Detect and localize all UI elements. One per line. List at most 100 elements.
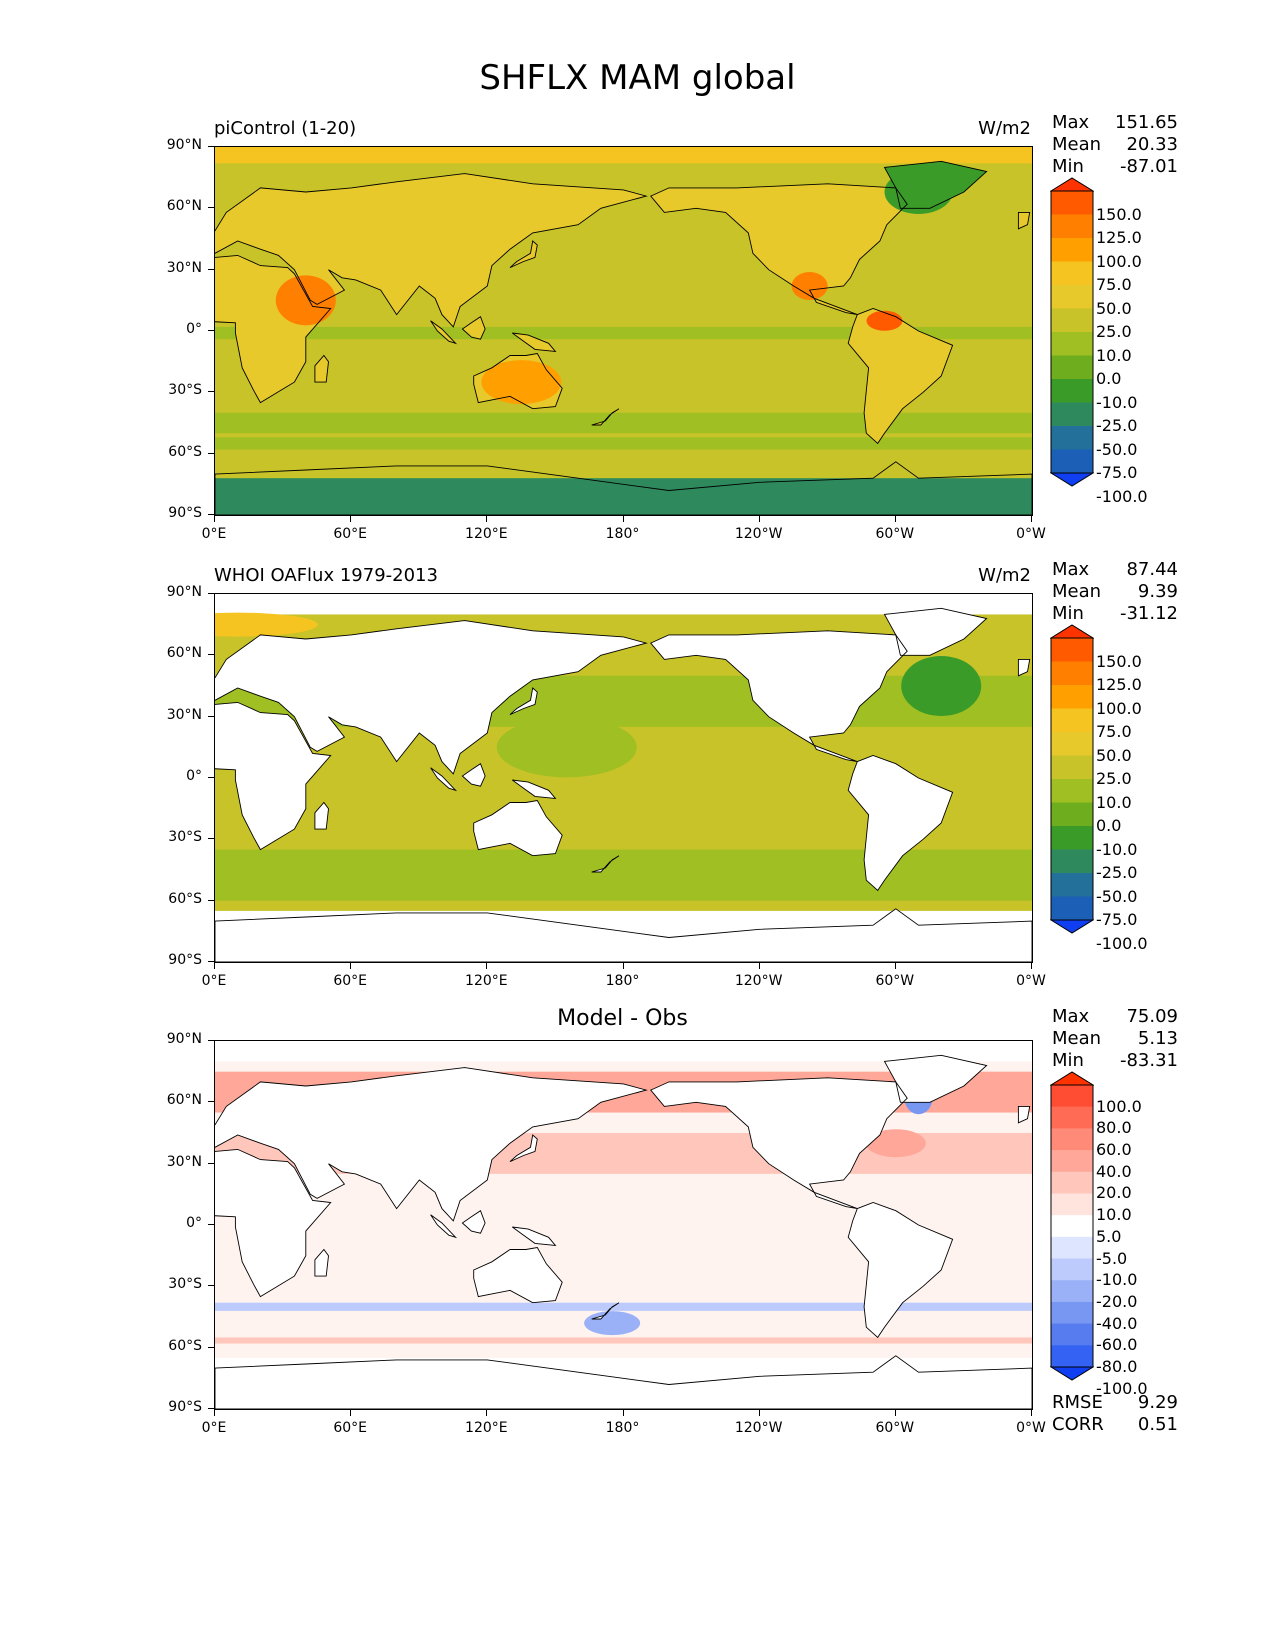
lat-tick-mark	[208, 1285, 214, 1287]
stat-value-min: -31.12	[1119, 603, 1178, 624]
colorbar-tick-label: -80.0	[1096, 1357, 1138, 1376]
lat-tick-label: 90°N	[166, 584, 202, 600]
coastline-antarctica	[215, 908, 1032, 962]
coastline-borneo	[461, 763, 486, 787]
colorbar-extend-top	[1049, 1071, 1095, 1086]
colorbar-tick-label: -10.0	[1096, 1270, 1138, 1290]
colorbar-segment	[1051, 308, 1093, 333]
land-sumatra	[430, 1214, 456, 1238]
nz-cool	[584, 1311, 641, 1336]
lat-tick-mark	[208, 715, 214, 717]
colorbar-segment	[1051, 1280, 1093, 1303]
lat-tick-mark	[208, 654, 214, 656]
lon-tick-mark	[1031, 963, 1032, 969]
stat-value-mean: 9.39	[1137, 581, 1178, 602]
land-newguinea	[512, 780, 556, 799]
lon-tick-mark	[214, 963, 215, 969]
colorbar-tick-label: -5.0	[1096, 1248, 1128, 1268]
lat-tick-label: 60°N	[166, 1092, 202, 1109]
land-samerica	[848, 308, 953, 444]
colorbar-segment	[1051, 1236, 1093, 1260]
lon-tick-label: 60°E	[333, 973, 367, 989]
lon-tick-label: 0°E	[201, 526, 227, 542]
colorbar-extend-bottom	[1049, 919, 1095, 934]
colorbar-segment	[1051, 285, 1093, 309]
lon-tick-mark	[894, 1410, 896, 1416]
equatorial-band	[215, 326, 1032, 340]
southern-midlat-band	[215, 412, 1032, 434]
lat-tick-mark	[208, 391, 214, 393]
lon-tick-label: 120°W	[734, 1420, 783, 1436]
lat-tick-label: 90°N	[166, 1031, 202, 1047]
stat-value-mean: 20.33	[1126, 134, 1178, 155]
coastline-borneo	[461, 316, 486, 340]
lat-tick-label: 60°S	[168, 443, 202, 460]
lon-tick-label: 120°E	[465, 526, 508, 542]
colorbar-tick-label: 60.0	[1096, 1140, 1132, 1160]
colorbar-segment	[1051, 1128, 1093, 1151]
coastline-greenland	[883, 607, 988, 656]
cool-greenland	[884, 169, 953, 214]
lat-tick-label: 90°S	[168, 1399, 202, 1415]
colorbar-tick-label: 5.0	[1096, 1226, 1122, 1246]
arctic-band	[215, 147, 1032, 164]
colorbar-tick-label: 10.0	[1096, 792, 1132, 812]
stat-label-mean: Mean	[1052, 581, 1102, 602]
colorbar-tick-label: -60.0	[1096, 1335, 1138, 1355]
colorbar-extend-bottom	[1049, 472, 1095, 487]
colorbar-extend-top	[1049, 177, 1095, 192]
gulf-stream-warm	[865, 1129, 926, 1158]
coastline-africa	[215, 254, 332, 404]
colorbar-tick-label: -100.0	[1096, 933, 1148, 953]
lon-tick-mark	[758, 516, 760, 522]
lat-tick-mark	[208, 207, 214, 209]
lon-tick-mark	[894, 963, 896, 969]
land-greenland	[884, 608, 987, 656]
colorbar-segment	[1051, 261, 1093, 286]
stat-value-min: -83.31	[1119, 1050, 1178, 1071]
figure-title: SHFLX MAM global	[479, 58, 796, 98]
stat-value-corr: 0.51	[1137, 1414, 1178, 1435]
stat-label-max: Max	[1052, 1006, 1090, 1027]
stat-label-corr: CORR	[1052, 1414, 1104, 1435]
stat-value-min: -87.01	[1119, 156, 1178, 177]
colorbar-segment	[1051, 238, 1093, 262]
colorbar-segment	[1051, 1106, 1093, 1129]
land-africa	[215, 702, 331, 850]
lat-tick-label: 90°N	[166, 137, 202, 153]
colorbar-tick-label: 25.0	[1096, 769, 1132, 788]
lat-tick-mark	[208, 1040, 214, 1041]
coastline-australia	[473, 800, 563, 857]
lon-tick-label: 180°	[605, 526, 640, 542]
lon-tick-mark	[622, 963, 624, 969]
southern-midlat-band-2	[215, 437, 1032, 450]
lat-tick-mark	[208, 146, 214, 147]
lat-tick-mark	[208, 1408, 214, 1409]
stat-value-max: 151.65	[1115, 112, 1178, 133]
colorbar-segment	[1051, 1323, 1093, 1346]
map-svg	[215, 147, 1032, 515]
colorbar-tick-label: 75.0	[1096, 722, 1132, 741]
colorbar-tick-label: 25.0	[1096, 322, 1132, 341]
colorbar-tick-label: 50.0	[1096, 745, 1132, 765]
lat-tick-label: 30°S	[168, 1276, 202, 1293]
colorbar-tick-label: -50.0	[1096, 886, 1138, 906]
southern-midlat-band	[215, 849, 1032, 901]
map-svg	[215, 1041, 1032, 1409]
lon-tick-label: 0°W	[1016, 973, 1046, 989]
lon-tick-label: 120°E	[465, 1420, 508, 1436]
panel-units-label: W/m2	[978, 118, 1031, 139]
lat-tick-label: 30°S	[168, 829, 202, 846]
lon-tick-mark	[622, 516, 624, 522]
coastline-samerica	[847, 308, 954, 445]
lat-tick-mark	[208, 1162, 214, 1164]
land-newguinea	[512, 333, 556, 352]
colorbar-segment	[1051, 191, 1093, 215]
lon-tick-mark	[486, 1410, 488, 1416]
lat-tick-label: 60°N	[166, 198, 202, 215]
land-namerica	[650, 1077, 908, 1209]
coastline-newguinea	[512, 332, 557, 352]
coastline-borneo	[461, 1210, 486, 1234]
colorbar-segment	[1051, 1215, 1093, 1238]
north-atlantic-cool	[901, 656, 982, 716]
